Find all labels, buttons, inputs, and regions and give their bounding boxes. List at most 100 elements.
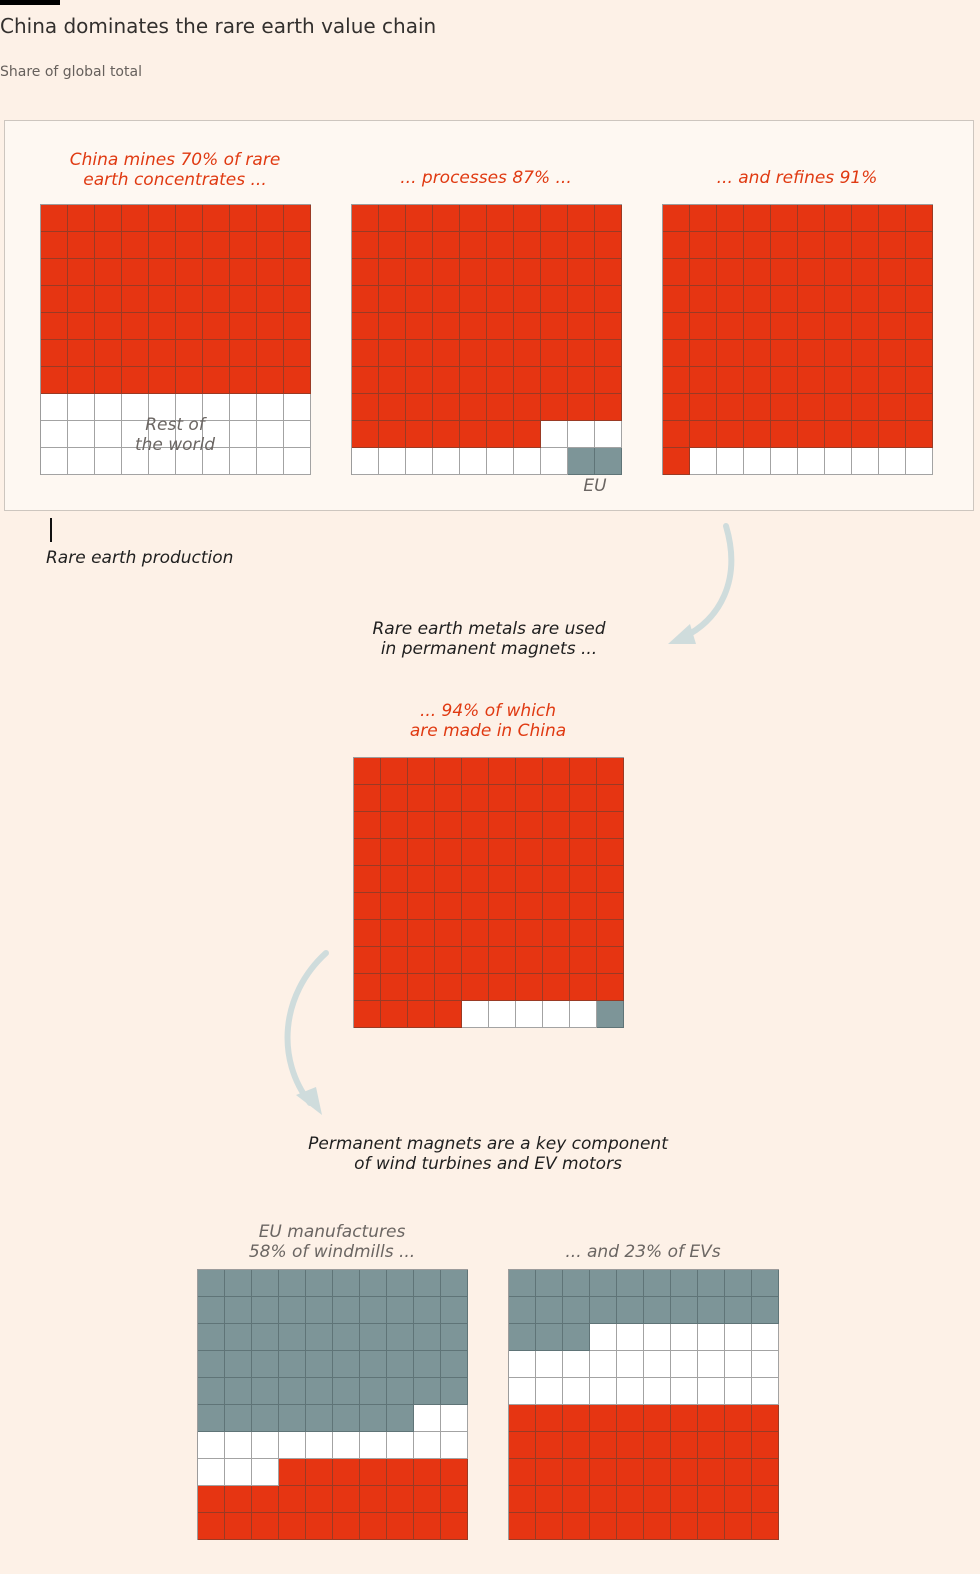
waffle-cell-china — [230, 367, 257, 394]
waffle-cell-china — [95, 205, 122, 232]
waffle-cell-china — [354, 812, 381, 839]
waffle-cell-china — [744, 421, 771, 448]
waffle-cell-china — [68, 259, 95, 286]
waffle-cell-rest-of-the-world — [433, 448, 460, 475]
waffle-cell-china — [597, 785, 624, 812]
waffle-cell-china — [825, 421, 852, 448]
waffle-cell-china — [514, 205, 541, 232]
waffle-cell-china — [509, 1486, 536, 1513]
waffle-cell-china — [176, 313, 203, 340]
waffle-cell-china — [852, 313, 879, 340]
eu-evs-label: ... and 23% of EVs — [565, 1242, 721, 1262]
waffle-cell-eu — [252, 1270, 279, 1297]
waffle-cell-rest-of-the-world — [590, 1378, 617, 1405]
waffle-cell-rest-of-the-world — [590, 1351, 617, 1378]
waffle-cell-china — [462, 785, 489, 812]
waffle-cell-china — [852, 421, 879, 448]
waffle-cell-china — [433, 286, 460, 313]
waffle-cell-rest-of-the-world — [122, 448, 149, 475]
waffle-cell-rest-of-the-world — [230, 394, 257, 421]
eu-windmills-label: EU manufactures 58% of windmills ... — [248, 1222, 416, 1262]
waffle-cell-china — [671, 1513, 698, 1540]
waffle-cell-china — [744, 259, 771, 286]
waffle-cell-china — [489, 920, 516, 947]
waffle-cell-china — [597, 893, 624, 920]
waffle-cell-rest-of-the-world — [122, 394, 149, 421]
waffle-cell-eu — [198, 1270, 225, 1297]
waffle-cell-china — [408, 866, 435, 893]
waffle-cell-china — [352, 205, 379, 232]
waffle-cell-rest-of-the-world — [284, 394, 311, 421]
waffle-cell-china — [597, 866, 624, 893]
waffle-cell-rest-of-the-world — [41, 421, 68, 448]
waffle-cell-china — [406, 394, 433, 421]
waffle-cell-china — [122, 313, 149, 340]
waffle-cell-china — [352, 394, 379, 421]
waffle-cell-china — [906, 394, 933, 421]
waffle-cell-rest-of-the-world — [379, 448, 406, 475]
waffle-cell-china — [176, 340, 203, 367]
waffle-cell-china — [595, 367, 622, 394]
waffle-cell-china — [203, 259, 230, 286]
waffle-cell-china — [460, 421, 487, 448]
waffle-cell-rest-of-the-world — [198, 1432, 225, 1459]
waffle-cell-china — [352, 421, 379, 448]
waffle-cell-china — [563, 1459, 590, 1486]
waffle-cell-china — [489, 893, 516, 920]
waffle-cell-china — [663, 286, 690, 313]
waffle-cell-china — [41, 232, 68, 259]
waffle-cell-rest-of-the-world — [906, 448, 933, 475]
waffle-cell-china — [595, 313, 622, 340]
waffle-cell-china — [690, 340, 717, 367]
waffle-cell-china — [906, 259, 933, 286]
waffle-cell-china — [698, 1432, 725, 1459]
waffle-cell-china — [408, 812, 435, 839]
waffle-cell-china — [408, 839, 435, 866]
waffle-cell-rest-of-the-world — [690, 448, 717, 475]
waffle-cell-china — [176, 232, 203, 259]
waffle-cell-china — [406, 286, 433, 313]
waffle-cell-rest-of-the-world — [460, 448, 487, 475]
waffle-cell-china — [41, 205, 68, 232]
waffle-cell-rest-of-the-world — [230, 448, 257, 475]
waffle-cell-china — [149, 232, 176, 259]
waffle-cell-china — [798, 421, 825, 448]
waffle-cell-rest-of-the-world — [149, 421, 176, 448]
waffle-cell-rest-of-the-world — [698, 1351, 725, 1378]
waffle-cell-eu — [306, 1378, 333, 1405]
waffle-cell-china — [379, 313, 406, 340]
waffle-cell-china — [825, 205, 852, 232]
waffle-cell-eu — [225, 1378, 252, 1405]
waffle-cell-china — [536, 1513, 563, 1540]
waffle-cell-china — [771, 259, 798, 286]
magnets-component-caption: Permanent magnets are a key component of… — [308, 1134, 668, 1174]
waffle-cell-china — [516, 758, 543, 785]
flow-arrow-2 — [284, 950, 329, 1115]
waffle-cell-rest-of-the-world — [284, 421, 311, 448]
waffle-cell-eu — [225, 1270, 252, 1297]
waffle-cell-eu — [360, 1297, 387, 1324]
waffle-cell-rest-of-the-world — [725, 1351, 752, 1378]
waffle-cell-china — [717, 205, 744, 232]
waffle-cell-rest-of-the-world — [122, 421, 149, 448]
waffle-cell-eu — [568, 448, 595, 475]
waffle-windmills — [197, 1269, 468, 1540]
waffle-cell-china — [879, 286, 906, 313]
waffle-cell-china — [516, 839, 543, 866]
waffle-cell-china — [825, 394, 852, 421]
waffle-cell-china — [354, 947, 381, 974]
waffle-cell-china — [406, 259, 433, 286]
waffle-cell-china — [381, 812, 408, 839]
waffle-cell-rest-of-the-world — [176, 394, 203, 421]
waffle-cell-china — [516, 947, 543, 974]
waffle-cell-china — [597, 920, 624, 947]
waffle-cell-china — [95, 232, 122, 259]
waffle-cell-rest-of-the-world — [644, 1378, 671, 1405]
waffle-cell-china — [203, 367, 230, 394]
waffle-cell-china — [257, 259, 284, 286]
waffle-cell-china — [435, 839, 462, 866]
waffle-cell-china — [149, 205, 176, 232]
waffle-cell-china — [595, 232, 622, 259]
waffle-cell-china — [360, 1486, 387, 1513]
waffle-cell-china — [462, 812, 489, 839]
